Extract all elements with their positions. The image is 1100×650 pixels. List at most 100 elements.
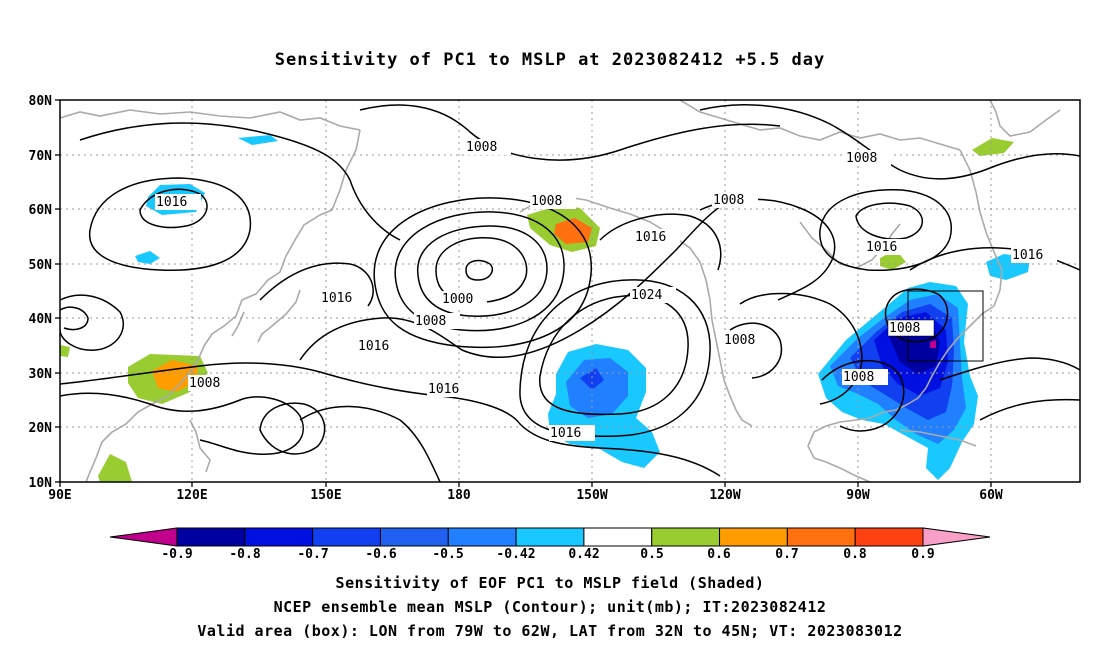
contour-west-1008 [60, 306, 89, 331]
colorbar-under-triangle [109, 527, 178, 547]
contour-east-us-1008 [884, 288, 949, 343]
coast-baja [723, 379, 753, 427]
contour-low-1000-inner [465, 259, 494, 281]
lat-axis-labels: 80N 70N 60N 50N 40N 30N 20N 10N [29, 94, 53, 491]
colorbar-box-0 [176, 527, 246, 547]
lat-label-70n: 70N [29, 149, 53, 164]
colorbar-box-9 [786, 527, 856, 547]
lon-label-150w: 150W [576, 488, 607, 503]
contour-label-1016-subtropical: 1016 [550, 426, 581, 441]
contour-label-1008-alaska: 1008 [713, 193, 744, 208]
lat-label-10n: 10N [29, 476, 53, 491]
contour-siberia-1012 [88, 177, 252, 271]
coast-japan [257, 289, 301, 343]
colorbar-box-7 [651, 527, 721, 547]
contour-mexico-1008 [729, 322, 783, 379]
contour-gulf-1008 [821, 359, 905, 432]
contour-label-1000-low-center: 1000 [442, 292, 473, 307]
shade-west-green [60, 345, 70, 357]
contour-canada-1008 [699, 103, 1080, 180]
colorbar-boxes [176, 527, 924, 547]
caption-line-2: NCEP ensemble mean MSLP (Contour); unit(… [273, 598, 827, 616]
shade-siberia-blue-small [135, 251, 160, 264]
contour-west-pacific-1012 [259, 402, 326, 455]
shade-bering-orange [554, 218, 592, 244]
contour-1016-mid [299, 201, 729, 361]
coast-east-asia [85, 129, 361, 482]
colorbar-label-9: 0.7 [775, 547, 798, 562]
shade-atlantic-magenta [930, 340, 936, 348]
tick-marks [55, 99, 992, 487]
colorbar: -0.9 -0.8 -0.7 -0.6 -0.5 -0.42 0.42 0.5 … [109, 527, 991, 562]
contour-label-1016-kamchatka: 1016 [321, 291, 352, 306]
shade-arctic-blue [238, 135, 278, 145]
coast-caribbean [899, 429, 977, 447]
lon-label-120e: 120E [176, 488, 207, 503]
lat-label-20n: 20N [29, 421, 53, 436]
colorbar-box-10 [854, 527, 924, 547]
contour-label-1016-siberia: 1016 [156, 195, 187, 210]
plot-frame [59, 99, 1081, 483]
contour-1024-high [539, 294, 689, 416]
contour-label-1016-atlantic: 1016 [1012, 248, 1043, 263]
contour-west-1012 [60, 294, 125, 351]
coast-arctic-america [679, 100, 961, 151]
map-title: Sensitivity of PC1 to MSLP at 2023082412… [274, 50, 826, 70]
contour-china-1008 [60, 392, 304, 455]
colorbar-box-5 [515, 527, 585, 547]
colorbar-label-2: -0.7 [297, 547, 328, 562]
colorbar-box-8 [719, 527, 788, 547]
contour-label-1008-east-us: 1008 [889, 321, 920, 336]
lat-label-60n: 60N [29, 203, 53, 218]
caption-line-3: Valid area (box): LON from 79W to 62W, L… [197, 622, 903, 640]
contour-label-1008-mexico: 1008 [724, 333, 755, 348]
contour-arctic-1012 [79, 122, 401, 241]
contour-atlantic-1020 [979, 398, 1080, 421]
colorbar-labels: -0.9 -0.8 -0.7 -0.6 -0.5 -0.42 0.42 0.5 … [161, 547, 934, 562]
lon-label-90e: 90E [48, 488, 71, 503]
colorbar-label-0: -0.9 [161, 547, 192, 562]
lon-label-60w: 60W [979, 488, 1003, 503]
colorbar-box-2 [312, 527, 381, 547]
contour-arctic-1008 [359, 104, 781, 161]
caption-line-1: Sensitivity of EOF PC1 to MSLP field (Sh… [335, 574, 765, 592]
colorbar-label-3: -0.6 [365, 547, 396, 562]
coast-gulf-mexico [807, 403, 909, 463]
coast-greenland [989, 100, 1061, 137]
contour-kamchatka-1016 [259, 262, 374, 307]
contour-pacific-1012 [299, 405, 441, 482]
coast-korea [231, 311, 245, 337]
colorbar-label-8: 0.6 [707, 547, 731, 562]
coast-canada-east [959, 149, 1003, 307]
coast-philippines [189, 419, 211, 473]
contour-hudson-1012 [819, 189, 952, 271]
colorbar-over-triangle [922, 527, 991, 547]
shade-pacific-blue-core [580, 368, 604, 390]
contour-atlantic-1016 [939, 357, 1080, 381]
mslp-contours [60, 103, 1080, 482]
colorbar-label-6: 0.42 [568, 547, 599, 562]
lon-label-90w: 90W [846, 488, 870, 503]
colorbar-label-10: 0.8 [843, 547, 867, 562]
shade-greenland-green [972, 138, 1014, 156]
colorbar-box-1 [244, 527, 314, 547]
shade-china-green-south [98, 454, 132, 482]
colorbar-box-4 [447, 527, 517, 547]
contour-label-1016-gulf-alaska: 1016 [635, 230, 666, 245]
colorbar-label-4: -0.5 [432, 547, 463, 562]
colorbar-label-7: 0.5 [640, 547, 663, 562]
colorbar-label-1: -0.8 [229, 547, 260, 562]
lat-label-80n: 80N [29, 94, 53, 109]
colorbar-box-6 [583, 527, 653, 547]
contour-label-group: 1008 1008 1016 1008 1008 1016 1016 1016 … [155, 139, 1057, 441]
coast-central-america [825, 461, 871, 482]
lon-label-120w: 120W [709, 488, 740, 503]
contour-label-1008-china: 1008 [189, 376, 220, 391]
contour-label-1024-pacific-high: 1024 [631, 288, 662, 303]
colorbar-label-5: -0.42 [496, 547, 535, 562]
contour-siberia-1016 [139, 188, 208, 229]
contour-label-1016-central-pacific: 1016 [358, 339, 389, 354]
lat-label-30n: 30N [29, 367, 53, 382]
contour-label-1008-gulf: 1008 [843, 370, 874, 385]
